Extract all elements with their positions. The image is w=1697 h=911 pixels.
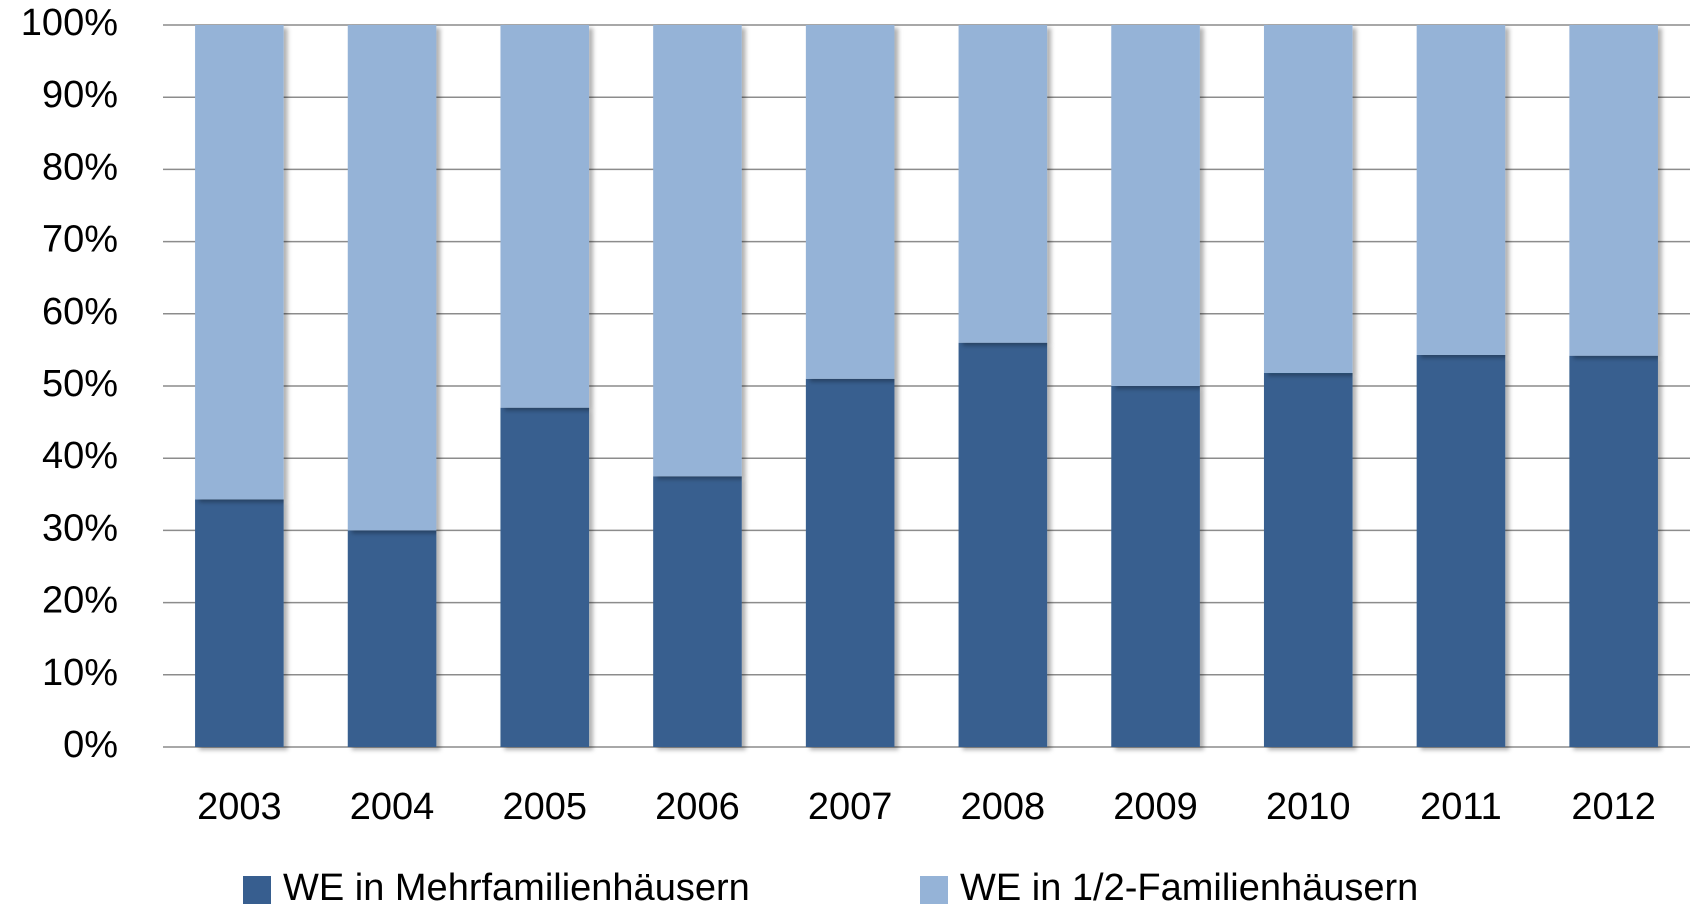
bar-segment — [958, 342, 1048, 747]
x-tick-label: 2010 — [1266, 786, 1351, 828]
legend-swatch — [243, 876, 271, 904]
y-tick-label: 0% — [63, 724, 118, 766]
y-tick-label: 10% — [42, 652, 118, 694]
bar-segment — [1111, 25, 1200, 386]
legend-swatch — [920, 876, 948, 904]
x-tick-label: 2006 — [655, 786, 740, 828]
y-tick-label: 50% — [42, 363, 118, 405]
x-tick-label: 2004 — [350, 786, 435, 828]
bar-segment — [500, 25, 590, 408]
bar-segment — [653, 25, 742, 477]
bar-segment — [1416, 354, 1506, 747]
bar-segment — [958, 25, 1048, 343]
bar-segment — [1569, 355, 1658, 747]
y-tick-label: 30% — [42, 507, 118, 549]
x-tick-label: 2008 — [961, 786, 1046, 828]
legend-label: WE in 1/2-Familienhäusern — [960, 867, 1418, 909]
bar-segment — [1111, 386, 1200, 747]
bars — [195, 25, 1658, 747]
x-tick-label: 2011 — [1420, 786, 1502, 828]
labels: 0% 10% 20% 30% 40% 50% 60% 70% 80% 90% 100% 2003 200… — [21, 2, 1656, 909]
bar-segment — [195, 25, 284, 500]
bar-segment — [1263, 25, 1353, 374]
x-tick-label: 2003 — [197, 786, 282, 828]
y-tick-label: 100% — [21, 2, 118, 44]
bar-segment — [347, 25, 437, 531]
bar-segment — [500, 407, 590, 747]
y-tick-label: 60% — [42, 291, 118, 333]
bar-segment — [195, 499, 284, 747]
y-tick-label: 70% — [42, 219, 118, 261]
bar-segment — [1263, 373, 1353, 747]
y-tick-label: 40% — [42, 435, 118, 477]
bar-segment — [1416, 25, 1506, 355]
bar-segment — [347, 530, 437, 747]
x-tick-label: 2005 — [502, 786, 587, 828]
bar-segment — [805, 25, 895, 379]
bar-segment — [653, 476, 742, 747]
x-tick-label: 2009 — [1113, 786, 1198, 828]
x-tick-label: 2007 — [808, 786, 893, 828]
legend-label: WE in Mehrfamilienhäusern — [283, 867, 750, 909]
y-tick-label: 80% — [42, 146, 118, 188]
bar-segment — [1569, 25, 1658, 356]
y-tick-label: 90% — [42, 74, 118, 116]
y-tick-label: 20% — [42, 580, 118, 622]
bar-segment — [805, 378, 895, 747]
x-tick-label: 2012 — [1571, 786, 1656, 828]
